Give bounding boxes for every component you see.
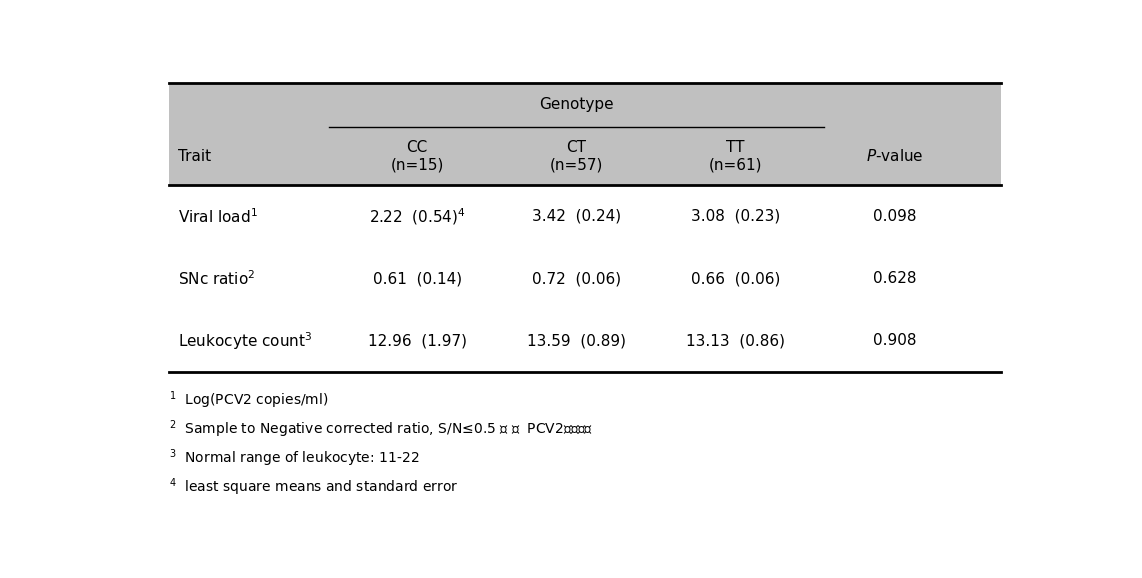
Text: $^1$  Log(PCV2 copies/ml): $^1$ Log(PCV2 copies/ml) (169, 390, 329, 412)
Text: 12.96  (1.97): 12.96 (1.97) (368, 334, 467, 349)
Text: 2.22  (0.54)$^4$: 2.22 (0.54)$^4$ (369, 206, 466, 227)
Text: 0.61  (0.14): 0.61 (0.14) (372, 271, 461, 286)
Text: 0.908: 0.908 (874, 334, 917, 349)
Text: $^2$  Sample to Negative corrected ratio, S/N≤0.5 일 때  PCV2항체양성: $^2$ Sample to Negative corrected ratio,… (169, 418, 594, 440)
Text: Trait: Trait (178, 149, 211, 164)
Text: 13.59  (0.89): 13.59 (0.89) (526, 334, 626, 349)
Text: SNc ratio$^2$: SNc ratio$^2$ (178, 269, 256, 288)
Text: CC
(n=15): CC (n=15) (391, 140, 444, 172)
Text: 0.098: 0.098 (874, 209, 917, 224)
Text: Genotype: Genotype (539, 98, 613, 113)
Text: 3.42  (0.24): 3.42 (0.24) (532, 209, 621, 224)
Text: $^4$  least square means and standard error: $^4$ least square means and standard err… (169, 477, 459, 498)
Text: 3.08  (0.23): 3.08 (0.23) (691, 209, 780, 224)
Text: Viral load$^1$: Viral load$^1$ (178, 207, 258, 225)
Text: $^3$  Normal range of leukocyte: 11-22: $^3$ Normal range of leukocyte: 11-22 (169, 448, 420, 469)
Text: 0.66  (0.06): 0.66 (0.06) (691, 271, 780, 286)
Text: Leukocyte count$^3$: Leukocyte count$^3$ (178, 330, 313, 351)
Text: 0.628: 0.628 (874, 271, 917, 286)
Text: $\mathit{P}$-value: $\mathit{P}$-value (867, 148, 924, 164)
Text: CT
(n=57): CT (n=57) (549, 140, 603, 172)
Text: TT
(n=61): TT (n=61) (709, 140, 763, 172)
FancyBboxPatch shape (169, 83, 1002, 185)
Text: 13.13  (0.86): 13.13 (0.86) (686, 334, 786, 349)
Text: 0.72  (0.06): 0.72 (0.06) (532, 271, 621, 286)
